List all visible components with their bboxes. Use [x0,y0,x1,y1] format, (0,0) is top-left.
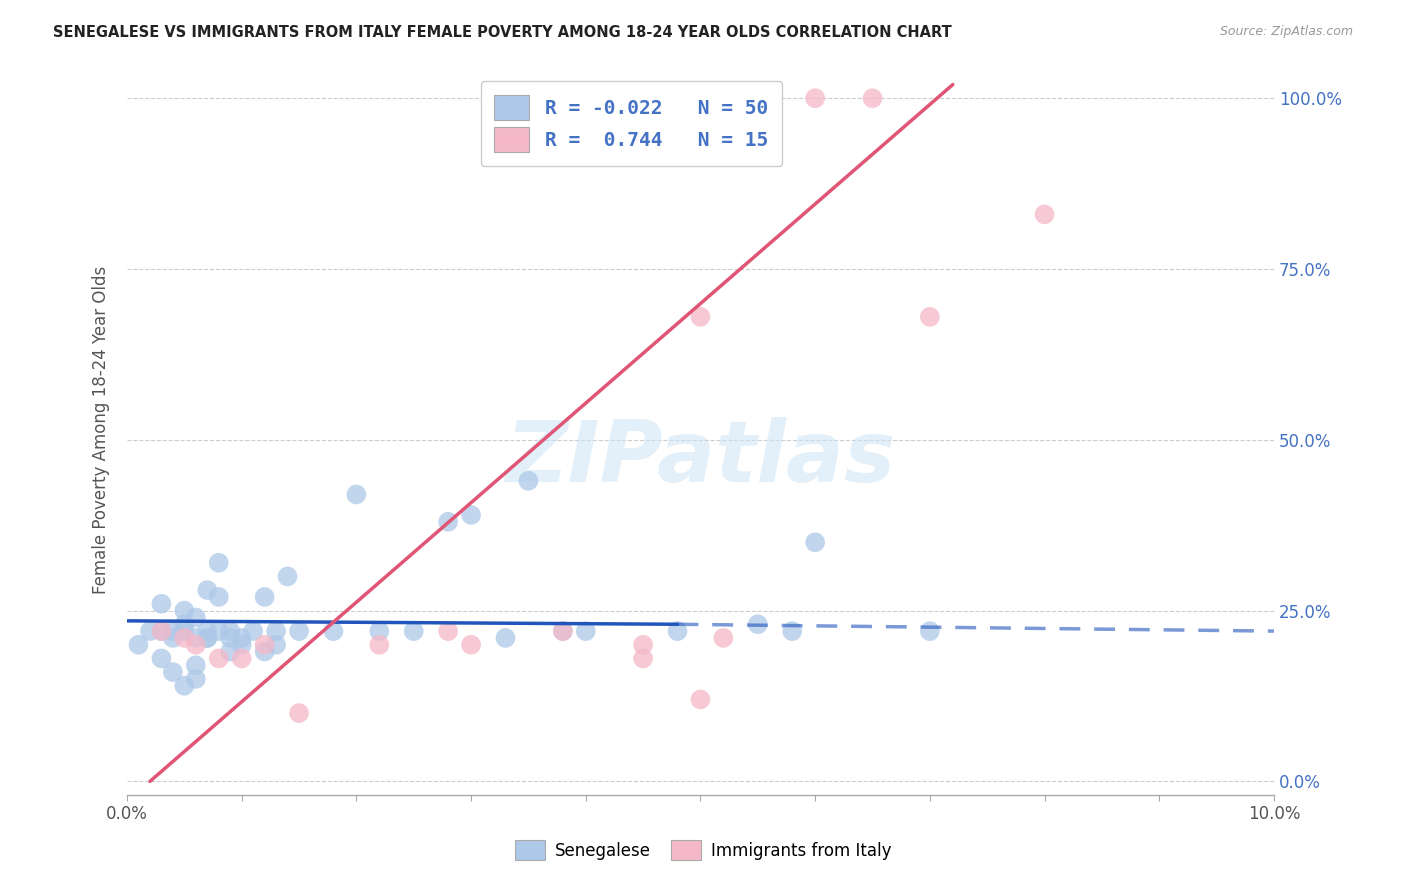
Point [162,631,184,645]
Point [219,631,242,645]
Text: SENEGALESE VS IMMIGRANTS FROM ITALY FEMALE POVERTY AMONG 18-24 YEAR OLDS CORRELA: SENEGALESE VS IMMIGRANTS FROM ITALY FEMA… [53,25,952,40]
Point [162,624,184,639]
Point [173,624,195,639]
Point [551,624,574,639]
Point [208,556,231,570]
Legend: R = -0.022   N = 50, R =  0.744   N = 15: R = -0.022 N = 50, R = 0.744 N = 15 [481,81,782,166]
Point [139,624,162,639]
Point [253,638,276,652]
Point [460,638,482,652]
Point [150,597,173,611]
Legend: Senegalese, Immigrants from Italy: Senegalese, Immigrants from Italy [505,830,901,871]
Point [631,638,654,652]
Text: ZIPatlas: ZIPatlas [505,417,896,500]
Point [277,569,299,583]
Point [231,631,253,645]
Point [804,91,827,105]
Point [127,638,149,652]
Point [150,651,173,665]
Point [150,624,173,639]
Point [918,624,941,639]
Point [804,535,827,549]
Y-axis label: Female Poverty Among 18-24 Year Olds: Female Poverty Among 18-24 Year Olds [93,266,110,594]
Point [666,624,689,639]
Point [173,679,195,693]
Point [253,644,276,658]
Point [460,508,482,522]
Point [253,590,276,604]
Point [231,638,253,652]
Point [195,631,218,645]
Point [437,624,460,639]
Point [288,624,311,639]
Point [184,610,207,624]
Point [517,474,540,488]
Point [918,310,941,324]
Point [631,651,654,665]
Point [184,672,207,686]
Point [862,91,884,105]
Point [173,631,195,645]
Point [184,638,207,652]
Point [219,644,242,658]
Point [208,651,231,665]
Point [1033,207,1056,221]
Point [322,624,344,639]
Point [184,631,207,645]
Point [231,651,253,665]
Point [402,624,425,639]
Point [150,624,173,639]
Point [264,624,287,639]
Point [195,624,218,639]
Point [689,692,711,706]
Point [713,631,735,645]
Point [495,631,517,645]
Point [747,617,769,632]
Text: Source: ZipAtlas.com: Source: ZipAtlas.com [1219,25,1353,38]
Point [242,624,264,639]
Point [162,665,184,679]
Point [780,624,803,639]
Point [368,638,391,652]
Point [208,624,231,639]
Point [689,310,711,324]
Point [288,706,311,720]
Point [173,604,195,618]
Point [208,590,231,604]
Point [219,624,242,639]
Point [264,638,287,652]
Point [184,658,207,673]
Point [195,631,218,645]
Point [437,515,460,529]
Point [344,487,367,501]
Point [551,624,574,639]
Point [195,583,218,598]
Point [368,624,391,639]
Point [173,617,195,632]
Point [575,624,598,639]
